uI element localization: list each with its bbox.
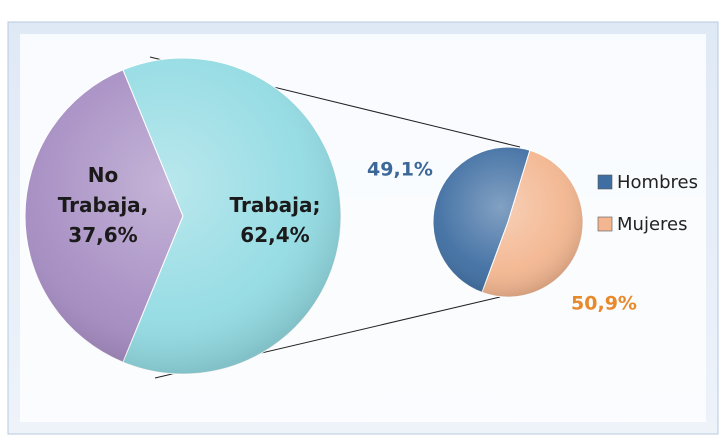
legend-swatch [597, 174, 613, 190]
data-label: 49,1% [367, 159, 433, 181]
data-label: 50,9% [571, 293, 637, 315]
data-label: Trabaja; 62,4% [229, 193, 321, 247]
legend-label: Hombres [617, 172, 698, 193]
legend-swatch [597, 216, 613, 232]
data-label-box: Trabaja; 62,4% [229, 193, 321, 247]
legend-label: Mujeres [617, 214, 687, 235]
data-label: No Trabaja, 37,6% [57, 163, 149, 247]
data-label-box: No Trabaja, 37,6% [57, 163, 149, 247]
